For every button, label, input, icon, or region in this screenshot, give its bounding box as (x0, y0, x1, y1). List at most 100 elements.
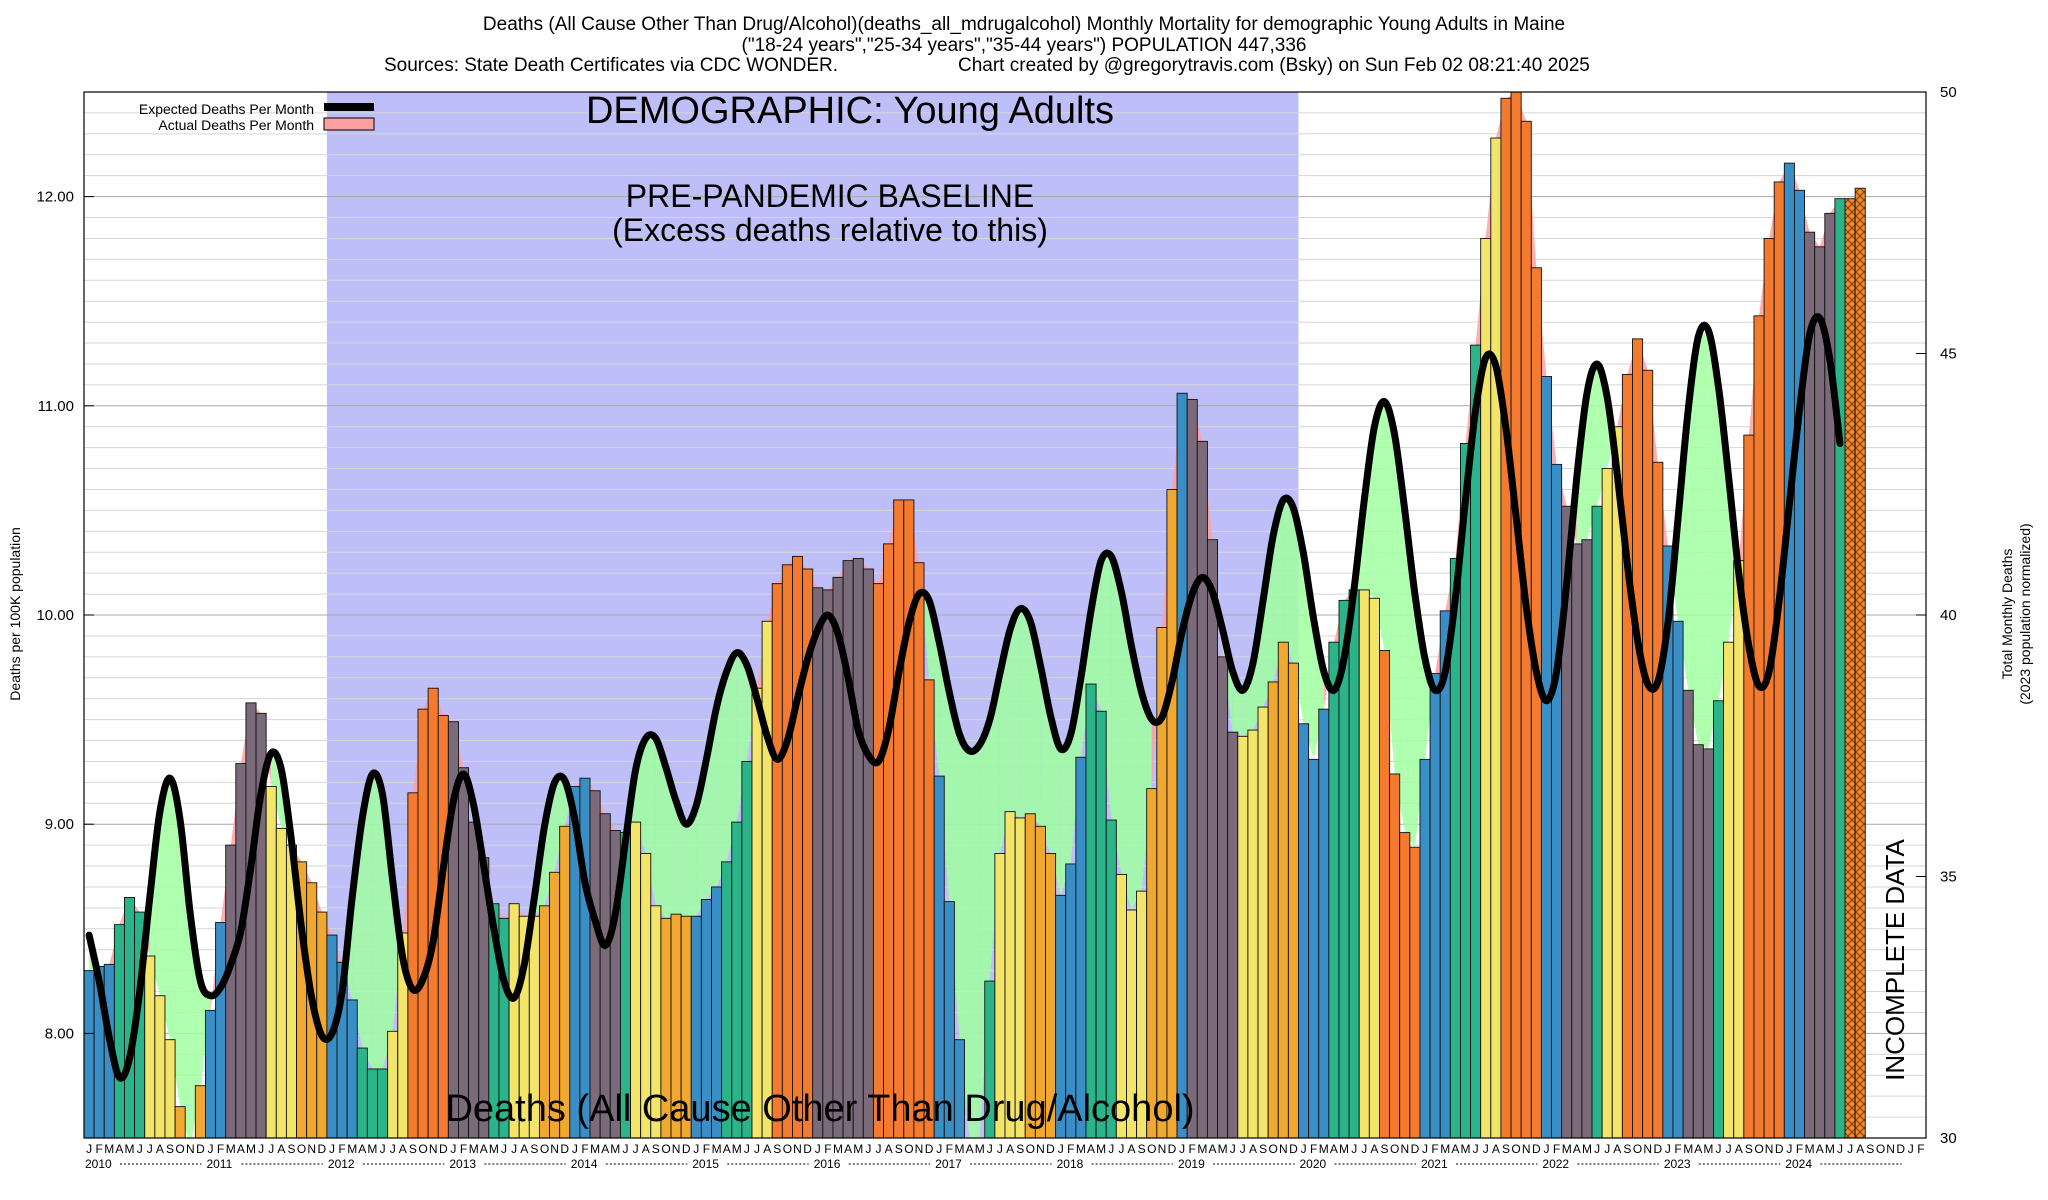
x-month-label: A (1006, 1142, 1014, 1156)
bar (1702, 748, 1714, 1138)
y-right-tick-label: 45 (1940, 346, 1957, 363)
bar (1328, 641, 1340, 1138)
x-year-label: 2014 (571, 1157, 598, 1171)
x-month-label: N (1765, 1142, 1774, 1156)
bar (883, 543, 895, 1138)
x-month-label: J (1108, 1142, 1114, 1156)
x-month-label: O (1876, 1142, 1885, 1156)
x-month-label: O (1269, 1142, 1278, 1156)
x-month-label: N (1643, 1142, 1652, 1156)
bar (1348, 589, 1360, 1138)
x-month-label: J (633, 1142, 639, 1156)
x-month-label: F (1674, 1142, 1681, 1156)
deficit-area (1667, 518, 1678, 624)
bar (1783, 162, 1795, 1138)
bars-layer (84, 92, 1866, 1138)
deficit-area (1121, 592, 1132, 910)
x-month-label: N (307, 1142, 316, 1156)
x-month-label: J (268, 1142, 274, 1156)
x-month-label: A (520, 1142, 528, 1156)
chart-sources: Sources: State Death Certificates via CD… (384, 55, 839, 76)
x-month-label: O (1754, 1142, 1763, 1156)
x-month-label: S (1623, 1142, 1631, 1156)
x-month-label: N (1886, 1142, 1895, 1156)
bar (1399, 832, 1411, 1138)
x-month-label: A (1856, 1142, 1864, 1156)
x-month-label: J (1351, 1142, 1357, 1156)
x-month-label: J (744, 1142, 750, 1156)
x-month-label: A (1087, 1142, 1095, 1156)
x-month-label: J (390, 1142, 396, 1156)
bar (741, 760, 753, 1138)
expected-line-layer (85, 313, 1844, 1082)
deficit-area (1010, 608, 1021, 818)
x-month-label: M (732, 1142, 742, 1156)
x-month-label: J (1179, 1142, 1185, 1156)
x-month-label: F (1310, 1142, 1317, 1156)
x-month-label: J (572, 1142, 578, 1156)
bar (265, 786, 277, 1138)
x-month-label: A (885, 1142, 893, 1156)
bar (1379, 650, 1391, 1138)
x-month-label: D (1653, 1142, 1662, 1156)
y-right-tick-label: 50 (1940, 84, 1957, 101)
x-month-label: A (1735, 1142, 1743, 1156)
bar (862, 568, 874, 1138)
x-month-label: S (1745, 1142, 1753, 1156)
deficit-area (372, 774, 383, 1069)
x-year-label: 2012 (328, 1157, 355, 1171)
legend-expected-label: Expected Deaths Per Month (139, 101, 314, 117)
x-month-label: M (489, 1142, 499, 1156)
bar (1429, 673, 1441, 1138)
x-month-label: J (987, 1142, 993, 1156)
x-month-label: J (1604, 1142, 1610, 1156)
deficit-area (666, 767, 677, 919)
bar (1793, 189, 1806, 1138)
deficit-area (1131, 646, 1142, 910)
bar (1176, 392, 1188, 1138)
x-month-label: J (1473, 1142, 1479, 1156)
deficit-area (1050, 715, 1061, 896)
deficit-area (1678, 410, 1689, 691)
deficit-area (949, 692, 960, 1040)
x-month-label: A (480, 1142, 488, 1156)
bar (1682, 689, 1694, 1138)
bar (1834, 198, 1846, 1138)
x-month-label: M (1805, 1142, 1815, 1156)
legend: Expected Deaths Per Month Actual Deaths … (139, 101, 375, 133)
x-month-label: O (175, 1142, 184, 1156)
x-month-label: F (824, 1142, 831, 1156)
x-month-label: J (1301, 1142, 1307, 1156)
bar (589, 790, 601, 1138)
incomplete-data-label: INCOMPLETE DATA (1880, 838, 1910, 1080)
x-month-label: A (156, 1142, 164, 1156)
bar (1368, 597, 1380, 1138)
deficit-area (159, 778, 170, 1040)
x-month-label: J (1665, 1142, 1671, 1156)
x-month-label: O (904, 1142, 913, 1156)
bar (458, 767, 470, 1138)
chart-credit: Chart created by @gregorytravis.com (Bsk… (958, 55, 1590, 76)
x-month-label: A (358, 1142, 366, 1156)
bar (761, 620, 773, 1138)
x-year-label: 2017 (935, 1157, 962, 1171)
x-month-label: S (166, 1142, 174, 1156)
x-month-label: M (469, 1142, 479, 1156)
x-month-label: J (1230, 1142, 1236, 1156)
x-month-label: J (1118, 1142, 1124, 1156)
bar (1723, 641, 1735, 1138)
x-month-label: D (1775, 1142, 1784, 1156)
deficit-area (1688, 336, 1699, 745)
y-right-label-line1: Total Monthly Deaths (1999, 549, 2015, 680)
bar (1206, 539, 1218, 1138)
x-month-label: M (1683, 1142, 1693, 1156)
deficit-area (959, 734, 970, 1138)
x-month-label: D (803, 1142, 812, 1156)
x-month-label: D (439, 1142, 448, 1156)
bar (1733, 560, 1745, 1138)
bar (417, 708, 429, 1138)
deficit-area (969, 744, 980, 1138)
x-month-label: M (1197, 1142, 1207, 1156)
bar (1753, 315, 1765, 1138)
